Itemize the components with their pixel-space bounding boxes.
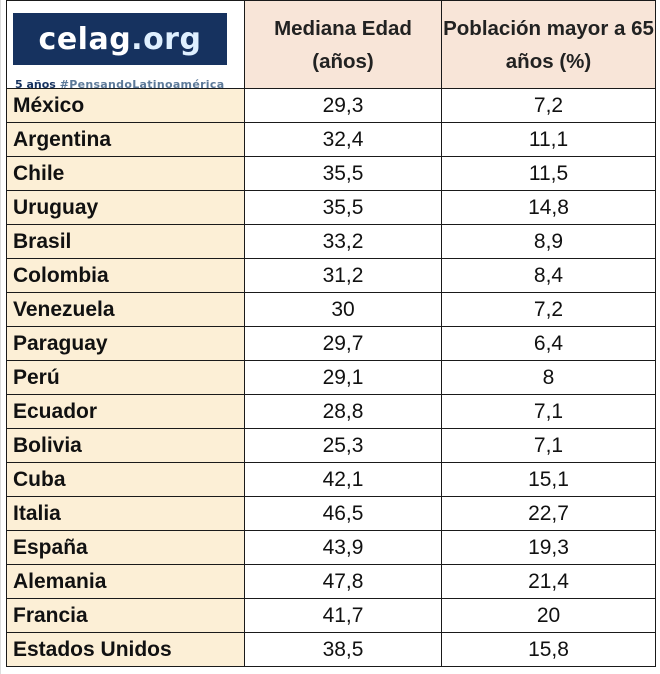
country-cell[interactable]: Paraguay: [6, 326, 245, 361]
table-row: Uruguay 35,5 14,8: [6, 190, 656, 225]
median-age-cell[interactable]: 35,5: [244, 156, 442, 191]
country-cell[interactable]: Cuba: [6, 462, 245, 497]
pop-over-65-cell[interactable]: 15,1: [441, 462, 656, 497]
pop-over-65-cell[interactable]: 7,1: [441, 394, 656, 429]
country-cell[interactable]: Estados Unidos: [6, 632, 245, 667]
country-cell[interactable]: Venezuela: [6, 292, 245, 327]
data-table: celag.org 5 años #PensandoLatinoamérica …: [6, 0, 656, 667]
table-row: Bolivia 25,3 7,1: [6, 428, 656, 463]
pop-over-65-cell[interactable]: 19,3: [441, 530, 656, 565]
country-cell[interactable]: Alemania: [6, 564, 245, 599]
country-cell[interactable]: Chile: [6, 156, 245, 191]
table-row: Venezuela 30 7,2: [6, 292, 656, 327]
celag-logo: celag.org: [13, 13, 227, 65]
logo-wordmark: celag.org: [38, 21, 202, 57]
median-age-cell[interactable]: 38,5: [244, 632, 442, 667]
header-median-age: Mediana Edad (años): [244, 0, 442, 89]
country-cell[interactable]: España: [6, 530, 245, 565]
country-cell[interactable]: Ecuador: [6, 394, 245, 429]
table-body: México 29,3 7,2 Argentina 32,4 11,1 Chile 35,5 1…: [6, 88, 656, 667]
table-row: España 43,9 19,3: [6, 530, 656, 565]
median-age-cell[interactable]: 29,1: [244, 360, 442, 395]
country-cell[interactable]: Francia: [6, 598, 245, 633]
table-row: Brasil 33,2 8,9: [6, 224, 656, 259]
table-row: Cuba 42,1 15,1: [6, 462, 656, 497]
median-age-cell[interactable]: 25,3: [244, 428, 442, 463]
gridline: [0, 0, 1, 674]
median-age-cell[interactable]: 43,9: [244, 530, 442, 565]
country-cell[interactable]: Bolivia: [6, 428, 245, 463]
median-age-cell[interactable]: 35,5: [244, 190, 442, 225]
pop-over-65-cell[interactable]: 20: [441, 598, 656, 633]
header-pop-over-65: Población mayor a 65 años (%): [441, 0, 656, 89]
pop-over-65-cell[interactable]: 15,8: [441, 632, 656, 667]
country-cell[interactable]: Perú: [6, 360, 245, 395]
median-age-cell[interactable]: 42,1: [244, 462, 442, 497]
table-row: Paraguay 29,7 6,4: [6, 326, 656, 361]
pop-over-65-cell[interactable]: 14,8: [441, 190, 656, 225]
median-age-cell[interactable]: 31,2: [244, 258, 442, 293]
median-age-cell[interactable]: 28,8: [244, 394, 442, 429]
median-age-cell[interactable]: 32,4: [244, 122, 442, 157]
table-row: Argentina 32,4 11,1: [6, 122, 656, 157]
table-row: Italia 46,5 22,7: [6, 496, 656, 531]
table-row: México 29,3 7,2: [6, 88, 656, 123]
logo-cell: celag.org 5 años #PensandoLatinoamérica: [6, 0, 245, 91]
country-cell[interactable]: Brasil: [6, 224, 245, 259]
pop-over-65-cell[interactable]: 7,2: [441, 292, 656, 327]
pop-over-65-cell[interactable]: 8,4: [441, 258, 656, 293]
table-row: Francia 41,7 20: [6, 598, 656, 633]
pop-over-65-cell[interactable]: 22,7: [441, 496, 656, 531]
pop-over-65-cell[interactable]: 11,5: [441, 156, 656, 191]
header-row: celag.org 5 años #PensandoLatinoamérica …: [6, 0, 656, 91]
pop-over-65-cell[interactable]: 11,1: [441, 122, 656, 157]
median-age-cell[interactable]: 33,2: [244, 224, 442, 259]
country-cell[interactable]: Uruguay: [6, 190, 245, 225]
logo-tagline: 5 años #PensandoLatinoamérica: [15, 78, 225, 91]
country-cell[interactable]: Argentina: [6, 122, 245, 157]
median-age-cell[interactable]: 46,5: [244, 496, 442, 531]
country-cell[interactable]: Colombia: [6, 258, 245, 293]
median-age-cell[interactable]: 47,8: [244, 564, 442, 599]
median-age-cell[interactable]: 41,7: [244, 598, 442, 633]
pop-over-65-cell[interactable]: 6,4: [441, 326, 656, 361]
table-row: Alemania 47,8 21,4: [6, 564, 656, 599]
table-row: Colombia 31,2 8,4: [6, 258, 656, 293]
median-age-cell[interactable]: 29,3: [244, 88, 442, 123]
table-row: Estados Unidos 38,5 15,8: [6, 632, 656, 667]
pop-over-65-cell[interactable]: 7,2: [441, 88, 656, 123]
pop-over-65-cell[interactable]: 21,4: [441, 564, 656, 599]
country-cell[interactable]: México: [6, 88, 245, 123]
pop-over-65-cell[interactable]: 8,9: [441, 224, 656, 259]
country-cell[interactable]: Italia: [6, 496, 245, 531]
table-row: Perú 29,1 8: [6, 360, 656, 395]
table-row: Ecuador 28,8 7,1: [6, 394, 656, 429]
pop-over-65-cell[interactable]: 8: [441, 360, 656, 395]
table-row: Chile 35,5 11,5: [6, 156, 656, 191]
pop-over-65-cell[interactable]: 7,1: [441, 428, 656, 463]
median-age-cell[interactable]: 30: [244, 292, 442, 327]
median-age-cell[interactable]: 29,7: [244, 326, 442, 361]
